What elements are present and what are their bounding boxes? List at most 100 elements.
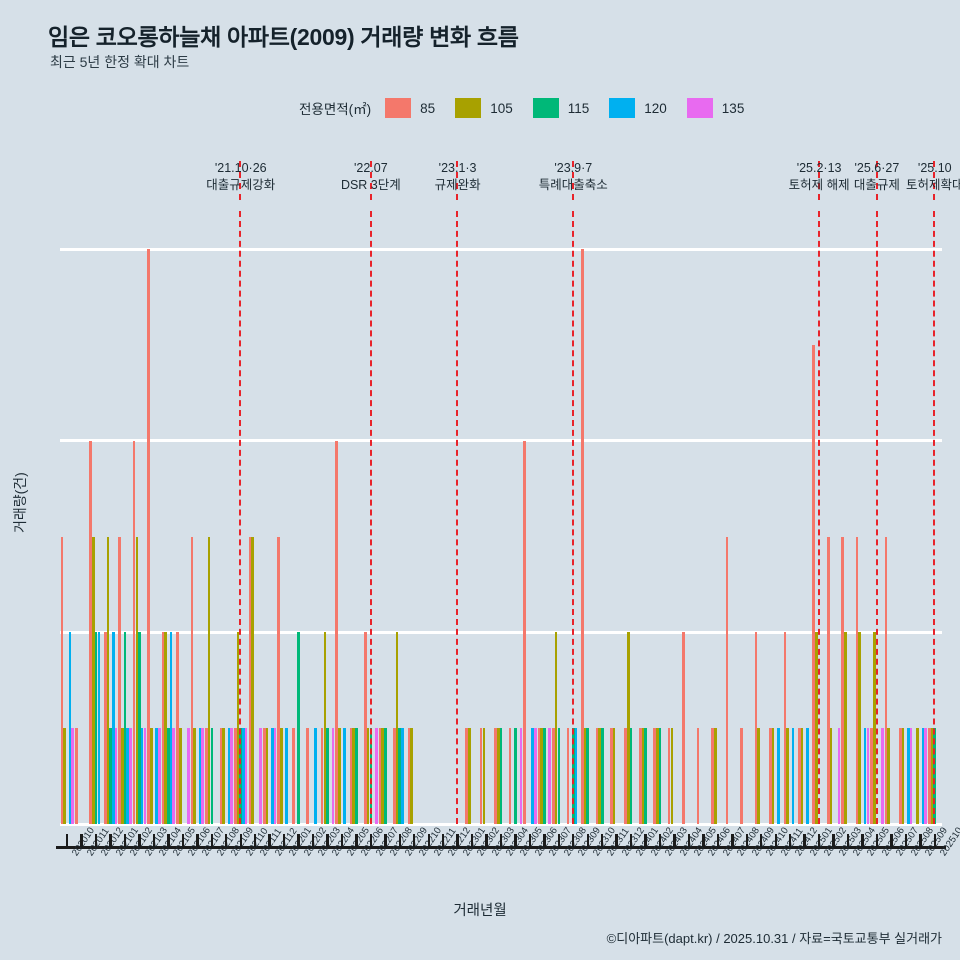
bar: [259, 728, 262, 824]
x-tick: [615, 834, 618, 847]
x-tick: [384, 834, 387, 847]
bar: [132, 440, 136, 824]
bar: [251, 536, 254, 824]
bar: [777, 728, 780, 824]
bar: [198, 728, 202, 824]
bar: [106, 536, 110, 824]
bar: [227, 728, 231, 824]
x-tick: [326, 834, 329, 847]
bar: [928, 728, 931, 824]
x-tick: [355, 834, 358, 847]
x-tick: [731, 834, 734, 847]
page-subtitle: 최근 5년 한정 확대 차트: [50, 54, 190, 70]
annotation-line-202110: [239, 211, 242, 824]
x-tick: [398, 834, 401, 847]
bar: [786, 728, 789, 824]
annotation-text: 규제완화: [434, 178, 481, 192]
bar: [667, 728, 671, 824]
x-tick: [499, 834, 503, 847]
bar: [273, 728, 277, 824]
bar: [158, 728, 161, 824]
bar: [901, 728, 905, 824]
x-tick: [297, 834, 300, 847]
bar: [858, 632, 862, 824]
bar: [121, 728, 124, 824]
annotation-line-202309: [571, 211, 574, 824]
bar: [531, 728, 534, 824]
x-tick: [832, 834, 835, 847]
legend-item-135[interactable]: 135: [686, 98, 759, 118]
bar: [207, 536, 211, 824]
bar: [844, 632, 847, 824]
annotation-label-202207: '22.07 DSR 3단계: [341, 160, 401, 194]
bar: [201, 728, 204, 824]
bar: [92, 536, 95, 824]
bar: [94, 632, 98, 824]
bar: [916, 728, 919, 824]
bar: [508, 728, 512, 824]
x-tick: [225, 834, 228, 847]
legend-swatch-135: [686, 98, 713, 118]
chart-footer: ©디아파트(dapt.kr) / 2025.10.31 / 자료=국토교통부 실…: [606, 931, 942, 946]
bar: [543, 728, 546, 824]
x-tick: [152, 834, 156, 847]
bar: [306, 728, 309, 824]
bar: [205, 728, 208, 824]
annotation-line-202502: [817, 211, 820, 824]
x-tick: [543, 834, 546, 847]
bar: [193, 728, 196, 824]
bar: [320, 728, 324, 824]
x-tick: [369, 834, 373, 847]
bar: [924, 728, 927, 824]
annotation-date: '25.10: [917, 161, 952, 175]
annotation-label-202309: '23.9·7 특례대출축소: [539, 160, 608, 194]
x-tick: [861, 834, 864, 847]
x-tick: [817, 834, 821, 847]
annotation-date: '21.10·26: [214, 161, 267, 175]
bar: [103, 632, 107, 824]
bar: [494, 728, 497, 824]
bar: [118, 536, 121, 824]
annotation-text: 대출규제강화: [206, 178, 276, 192]
bar: [123, 632, 127, 824]
bar: [600, 728, 604, 824]
annotation-line-top-202301: [456, 161, 459, 200]
bar: [126, 728, 130, 824]
x-tick: [933, 834, 936, 847]
x-tick: [702, 834, 705, 847]
legend-item-120[interactable]: 120: [609, 98, 681, 118]
annotation-label-202506: '25.6·27 대출규제: [854, 160, 900, 194]
bar: [395, 632, 399, 824]
annotation-line-top-202502: [817, 161, 820, 200]
bar: [740, 728, 743, 824]
annotation-text: 특례대출축소: [538, 178, 608, 192]
annotation-line-top-202207: [369, 161, 372, 200]
annotation-date: '23.1·3: [438, 161, 477, 175]
x-tick: [528, 834, 532, 847]
bar: [921, 728, 925, 824]
bar: [523, 440, 526, 824]
bar: [884, 536, 888, 824]
legend-item-115[interactable]: 115: [532, 98, 604, 118]
bar: [829, 728, 833, 824]
x-tick: [340, 834, 344, 847]
x-axis-line: [56, 846, 946, 849]
bar: [670, 728, 674, 824]
annotation-label-202301: '23.1·3 규제완화: [435, 160, 481, 194]
bar: [410, 728, 413, 824]
bar: [837, 728, 841, 824]
annotation-line-202301: [456, 211, 459, 824]
gridline-4: [60, 439, 942, 443]
x-tick: [875, 834, 879, 847]
x-tick: [167, 834, 170, 847]
legend-title: 전용면적(㎡): [299, 102, 372, 117]
bar: [552, 728, 555, 824]
bar: [826, 536, 830, 824]
legend-item-85[interactable]: 85: [385, 98, 449, 118]
bar: [186, 728, 190, 824]
x-tick: [253, 834, 257, 847]
bar: [71, 728, 74, 824]
legend-item-105[interactable]: 105: [455, 98, 527, 118]
bar: [499, 728, 503, 824]
bar: [540, 728, 543, 824]
